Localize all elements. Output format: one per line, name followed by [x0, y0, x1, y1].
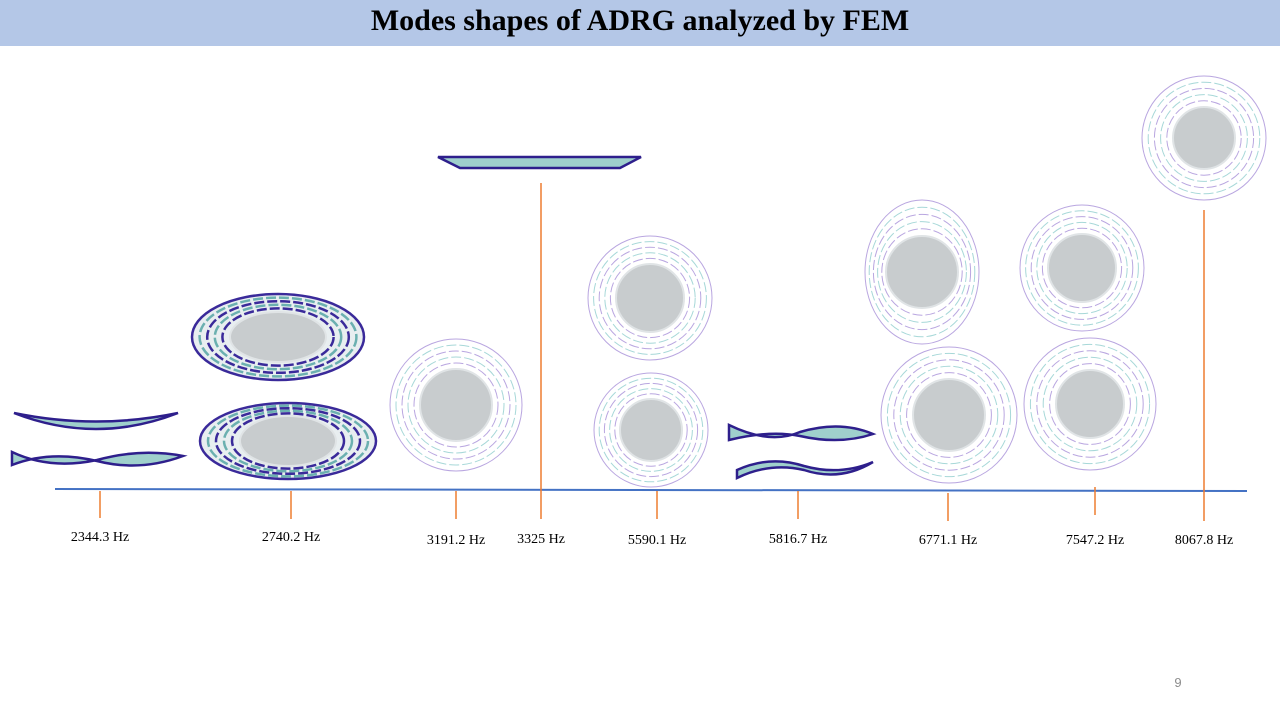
frequency-label: 2740.2 Hz: [262, 530, 320, 545]
ring: [906, 372, 992, 458]
ring: [206, 404, 370, 478]
ring: [1041, 227, 1123, 309]
mode-shapes: [10, 75, 1267, 488]
mode-shape: [389, 338, 523, 472]
ring: [1025, 210, 1139, 326]
frequency-label: 3191.2 Hz: [427, 533, 485, 548]
ring: [614, 393, 688, 467]
ring: [880, 346, 1018, 484]
ring: [1029, 343, 1151, 465]
ring: [587, 235, 713, 361]
ring: [899, 365, 999, 465]
mode-shape: [864, 199, 980, 345]
ring: [1147, 81, 1261, 195]
ring: [593, 241, 707, 355]
ring: [389, 338, 523, 472]
ring: [1160, 94, 1248, 182]
ring: [886, 352, 1012, 478]
ring: [1019, 204, 1145, 332]
frequency-label: 5816.7 Hz: [769, 532, 827, 547]
mode-shape: [735, 460, 874, 480]
ring: [868, 206, 976, 338]
ring: [1023, 337, 1157, 471]
ring: [221, 307, 335, 367]
ring: [593, 372, 709, 488]
ring: [877, 221, 967, 323]
ring: [214, 406, 362, 476]
hub: [1047, 233, 1117, 303]
hub: [239, 415, 337, 467]
ring: [1166, 100, 1242, 176]
hub: [912, 378, 986, 452]
ring: [395, 344, 517, 466]
ring: [1042, 356, 1138, 452]
mode-shape: [587, 235, 713, 361]
slide-title: Modes shapes of ADRG analyzed by FEM: [371, 4, 909, 37]
ring: [598, 246, 702, 350]
ring: [198, 296, 358, 378]
ring: [1153, 87, 1255, 189]
ring: [205, 299, 351, 375]
ring: [864, 199, 980, 345]
ring: [1141, 75, 1267, 201]
ring: [401, 350, 511, 460]
hub: [229, 311, 327, 363]
frequency-label: 5590.1 Hz: [628, 533, 686, 548]
mode-shape: [593, 372, 709, 488]
mode-shape: [727, 423, 877, 442]
frequency-label: 3325 Hz: [517, 532, 565, 547]
mode-shape: [1019, 204, 1145, 332]
mode-shape: [880, 346, 1018, 484]
hub: [619, 398, 683, 462]
mode-shape: [190, 292, 366, 382]
page-number: 9: [1174, 675, 1181, 690]
ring: [1030, 216, 1134, 320]
mode-shape: [1141, 75, 1267, 201]
ring: [230, 412, 346, 470]
ring: [213, 303, 343, 371]
ring: [893, 359, 1005, 471]
ring: [1049, 363, 1131, 445]
ring: [881, 228, 963, 316]
ring: [222, 409, 354, 473]
axis-line: [54, 488, 1248, 492]
hub: [419, 368, 493, 442]
mode-shape: [13, 411, 179, 431]
ring: [598, 377, 704, 483]
hub: [1055, 369, 1125, 439]
frequency-label: 8067.8 Hz: [1175, 533, 1233, 548]
mode-shape: [198, 401, 378, 481]
ring: [609, 257, 691, 339]
mode-shape: [1023, 337, 1157, 471]
ring: [603, 382, 699, 478]
ring: [407, 356, 505, 454]
ring: [413, 362, 499, 448]
ring: [1036, 221, 1128, 315]
hub: [1172, 106, 1236, 170]
ring: [609, 388, 693, 472]
frequency-label: 6771.1 Hz: [919, 533, 977, 548]
frequency-label: 2344.3 Hz: [71, 530, 129, 545]
ring: [872, 213, 972, 331]
mode-shape: [437, 155, 642, 170]
frequency-label: 7547.2 Hz: [1066, 533, 1124, 548]
hub: [885, 235, 959, 309]
ring: [1036, 350, 1144, 458]
ring: [604, 252, 696, 344]
hub: [615, 263, 685, 333]
mode-shape: [10, 450, 188, 467]
title-bar: [0, 0, 1280, 46]
